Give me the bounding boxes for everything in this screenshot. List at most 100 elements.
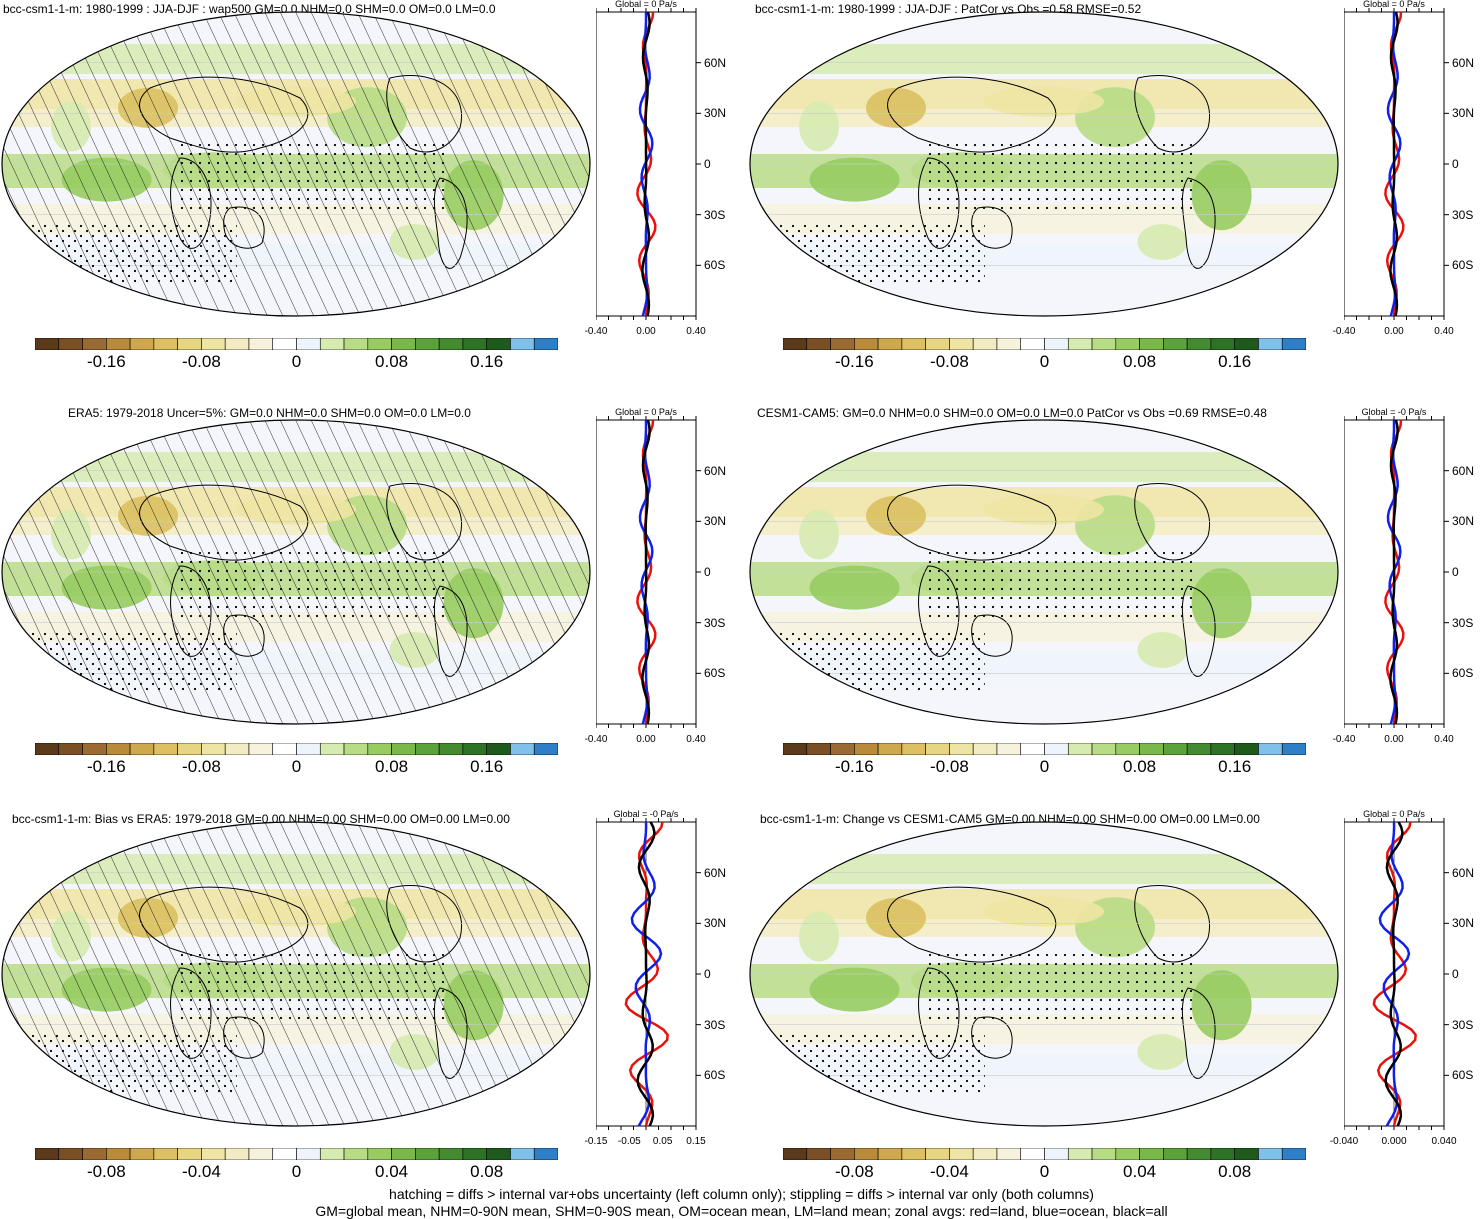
colorbar-swatch — [1115, 338, 1140, 350]
colorbar-swatch — [129, 338, 155, 350]
colorbar-swatch — [806, 338, 831, 350]
zonal-x-tick-label: -0.40 — [1332, 734, 1356, 745]
colorbar-swatch — [1044, 1148, 1069, 1160]
lat-label: 30S — [1452, 1017, 1474, 1032]
stippling-overlay — [777, 1034, 985, 1094]
colorbar-swatch — [201, 743, 226, 755]
colorbar-swatch — [533, 743, 558, 755]
colorbar-label: 0.16 — [470, 757, 504, 776]
colorbar-swatch — [248, 338, 274, 350]
colorbar-swatch — [1234, 743, 1259, 755]
zonal-x-tick-label: -0.40 — [1332, 326, 1356, 337]
colorbar-swatch — [486, 743, 511, 755]
map-border — [749, 11, 1339, 317]
colorbar-swatch — [1044, 338, 1069, 350]
colorbar-swatch — [153, 1148, 178, 1160]
zonal-x-tick-label: 0.00 — [636, 734, 656, 745]
colorbar-swatch — [1115, 743, 1140, 755]
colorbar-swatch — [854, 338, 879, 350]
colorbar-swatch — [343, 338, 369, 350]
colorbar-swatch — [1258, 1148, 1283, 1160]
colorbar-swatch — [272, 743, 297, 755]
zonal-ocean-curve — [1378, 821, 1411, 1127]
colorbar-swatch — [972, 338, 998, 350]
colorbar-label: -0.16 — [86, 757, 126, 776]
colorbar — [783, 743, 1306, 755]
field-blob — [799, 101, 840, 152]
colorbar-swatch — [1281, 743, 1306, 755]
world-map — [1, 821, 591, 1127]
lat-label: 30N — [704, 916, 727, 931]
panel-title: CESM1-CAM5: GM=0.0 NHM=0.0 SHM=0.0 OM=0.… — [757, 406, 1267, 420]
zonal-all-curve — [1389, 419, 1399, 725]
colorbar-swatch — [1210, 338, 1235, 350]
colorbar-swatch — [319, 743, 345, 755]
zonal-x-tick-label: 0.15 — [686, 1136, 706, 1147]
colorbar-swatch — [949, 1148, 974, 1160]
stippling-overlay — [29, 224, 237, 284]
colorbar-swatch — [462, 743, 487, 755]
stippling-overlay — [925, 954, 1192, 1024]
colorbar-swatch — [1091, 338, 1117, 350]
colorbar-swatch — [877, 338, 903, 350]
colorbar-swatch — [391, 743, 416, 755]
field-blob — [1137, 224, 1188, 260]
colorbar-swatch — [106, 743, 131, 755]
colorbar-label: 0 — [1039, 757, 1050, 776]
lat-label: 30N — [1452, 916, 1475, 931]
lat-label: 60S — [704, 666, 726, 681]
lat-label: 30N — [704, 514, 727, 529]
stippling-overlay — [29, 1034, 237, 1094]
map-border — [1, 419, 591, 725]
zonal-x-tick-label: 0.00 — [1384, 326, 1404, 337]
colorbar-swatch — [783, 338, 808, 350]
colorbar-swatch — [1067, 338, 1093, 350]
colorbar-swatch — [1281, 1148, 1306, 1160]
colorbar-label: -0.08 — [930, 352, 969, 371]
colorbar-swatch — [972, 1148, 998, 1160]
lat-label: 60S — [1452, 1068, 1474, 1083]
colorbar-label: 0 — [1039, 352, 1050, 371]
colorbar — [783, 338, 1306, 350]
colorbar-label: -0.16 — [834, 352, 874, 371]
colorbar-swatch — [1067, 743, 1093, 755]
colorbar-swatch — [391, 338, 416, 350]
lat-label: 30S — [704, 1017, 726, 1032]
colorbar-swatch — [949, 338, 974, 350]
stippling-overlay — [177, 144, 444, 214]
coastline — [1134, 482, 1210, 561]
colorbar-swatch — [1020, 743, 1045, 755]
footer-line-1: hatching = diffs > internal var+obs unce… — [389, 1186, 1094, 1202]
lat-label: 0 — [1452, 565, 1459, 579]
zonal-title: Global = -0 Pa/s — [613, 809, 679, 819]
colorbar-swatch — [201, 338, 226, 350]
colorbar-swatch — [224, 1148, 250, 1160]
zonal-land-curve — [1384, 11, 1405, 317]
map-border — [749, 821, 1339, 1127]
field-blob — [799, 911, 840, 962]
zonal-x-tick-label: 0.05 — [652, 1136, 673, 1147]
lat-label: 0 — [704, 157, 711, 171]
colorbar-swatch — [82, 1148, 107, 1160]
zonal-x-tick-label: 0.40 — [1434, 734, 1454, 745]
colorbar-swatch — [58, 743, 83, 755]
colorbar-swatch — [925, 743, 950, 755]
zonal-x-tick-label: -0.15 — [584, 1136, 608, 1147]
zonal-x-tick-label: -0.05 — [617, 1136, 641, 1147]
colorbar-swatch — [510, 338, 535, 350]
colorbar-swatch — [1163, 1148, 1188, 1160]
lat-label: 30S — [704, 207, 726, 222]
panel-title: ERA5: 1979-2018 Uncer=5%: GM=0.0 NHM=0.0… — [68, 406, 471, 420]
colorbar-swatch — [177, 338, 202, 350]
colorbar-label: 0.04 — [375, 1162, 409, 1181]
panel-title: bcc-csm1-1-m: Change vs CESM1-CAM5 GM=0.… — [760, 812, 1260, 826]
zonal-x-tick-label: -0.040 — [1329, 1136, 1359, 1147]
field-blob — [1191, 970, 1252, 1041]
lat-label: 60S — [1452, 666, 1474, 681]
colorbar-swatch — [106, 338, 131, 350]
field-blob — [866, 87, 926, 128]
colorbar — [35, 743, 558, 755]
colorbar-swatch — [153, 743, 178, 755]
world-map — [749, 11, 1339, 317]
zonal-average-plot — [596, 8, 701, 320]
